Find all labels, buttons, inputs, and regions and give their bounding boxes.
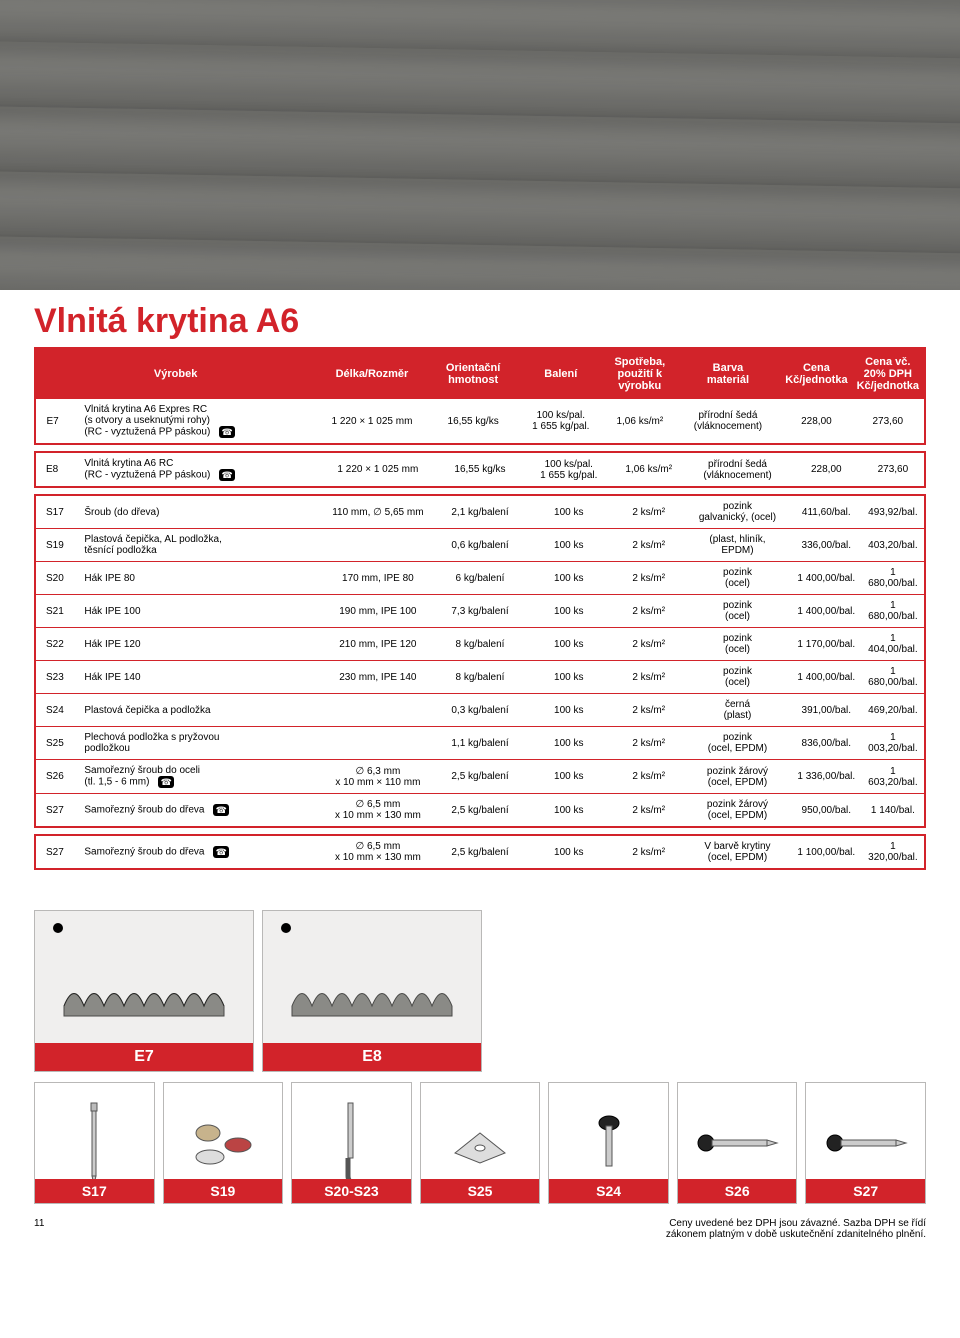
phone-icon: ☎ bbox=[213, 846, 229, 858]
table-section-3: S17Šroub (do dřeva)110 mm, ∅ 5,65 mm2,1 … bbox=[34, 494, 926, 828]
tile-label: E7 bbox=[35, 1043, 253, 1071]
table-row: S22Hák IPE 120210 mm, IPE 1208 kg/balení… bbox=[36, 628, 924, 661]
metal-washer-icon bbox=[445, 1118, 515, 1168]
phone-icon: ☎ bbox=[158, 776, 174, 788]
table-row: S26Samořezný šroub do oceli (tl. 1,5 - 6… bbox=[36, 760, 924, 794]
bit-label: S19 bbox=[164, 1179, 283, 1203]
table-row: S24Plastová čepička a podložka0,3 kg/bal… bbox=[36, 694, 924, 727]
bit-s20-23: S20-S23 bbox=[291, 1082, 412, 1204]
dot-icon bbox=[281, 923, 291, 933]
page-footer: 11 Ceny uvedené bez DPH jsou závazné. Sa… bbox=[34, 1218, 926, 1240]
self-drill-screw-icon bbox=[692, 1123, 782, 1163]
phone-icon: ☎ bbox=[213, 804, 229, 816]
cap-washer-icon bbox=[188, 1113, 258, 1173]
product-tiles-row: E7 E8 bbox=[34, 910, 926, 1072]
phone-icon: ☎ bbox=[219, 469, 235, 481]
phone-icon: ☎ bbox=[219, 426, 235, 438]
corrugated-sheet-icon bbox=[287, 961, 457, 1021]
bit-label: S17 bbox=[35, 1179, 154, 1203]
table-row: S17Šroub (do dřeva)110 mm, ∅ 5,65 mm2,1 … bbox=[36, 496, 924, 529]
corrugated-sheet-icon bbox=[59, 961, 229, 1021]
tile-label: E8 bbox=[263, 1043, 481, 1071]
table-row: S21Hák IPE 100190 mm, IPE 1007,3 kg/bale… bbox=[36, 595, 924, 628]
bit-s26: S26 bbox=[677, 1082, 798, 1204]
table-row: S19Plastová čepička, AL podložka, těsníc… bbox=[36, 529, 924, 562]
footer-note: Ceny uvedené bez DPH jsou závazné. Sazba… bbox=[666, 1218, 926, 1240]
bit-s17: S17 bbox=[34, 1082, 155, 1204]
tile-e8: E8 bbox=[262, 910, 482, 1072]
page-title: Vlnitá krytina A6 bbox=[34, 302, 960, 341]
accessory-tiles-row: S17 S19 S20-S23 S25 S24 S26 bbox=[34, 1082, 926, 1204]
hero-photo bbox=[0, 0, 960, 290]
table-header: Výrobek Délka/Rozměr Orientační hmotnost… bbox=[37, 350, 924, 399]
tile-e7: E7 bbox=[34, 910, 254, 1072]
table-row: S20Hák IPE 80170 mm, IPE 806 kg/balení10… bbox=[36, 562, 924, 595]
table-row: S27Samořezný šroub do dřeva ☎∅ 6,5 mm x … bbox=[36, 794, 924, 827]
hook-icon bbox=[326, 1098, 376, 1188]
bit-s25: S25 bbox=[420, 1082, 541, 1204]
table-section-1: Výrobek Délka/Rozměr Orientační hmotnost… bbox=[34, 347, 926, 445]
table-row: S23Hák IPE 140230 mm, IPE 1408 kg/balení… bbox=[36, 661, 924, 694]
bit-label: S20-S23 bbox=[292, 1179, 411, 1203]
bit-label: S26 bbox=[678, 1179, 797, 1203]
table-row: S27Samořezný šroub do dřeva ☎∅ 6,5 mm x … bbox=[36, 836, 924, 868]
screw-icon bbox=[79, 1098, 109, 1188]
bit-s19: S19 bbox=[163, 1082, 284, 1204]
table-section-2: E8Vlnitá krytina A6 RC (RC - vyztužená P… bbox=[34, 451, 926, 488]
table-row: S25Plechová podložka s pryžovou podložko… bbox=[36, 727, 924, 760]
bit-label: S25 bbox=[421, 1179, 540, 1203]
table-row: E8Vlnitá krytina A6 RC (RC - vyztužená P… bbox=[36, 453, 924, 486]
table-row: E7Vlnitá krytina A6 Expres RC (s otvory … bbox=[37, 399, 924, 444]
bit-s27: S27 bbox=[805, 1082, 926, 1204]
table-section-4: S27Samořezný šroub do dřeva ☎∅ 6,5 mm x … bbox=[34, 834, 926, 870]
self-drill-screw-wood-icon bbox=[821, 1123, 911, 1163]
bit-label: S24 bbox=[549, 1179, 668, 1203]
plastic-cap-icon bbox=[589, 1108, 629, 1178]
bit-s24: S24 bbox=[548, 1082, 669, 1204]
dot-icon bbox=[53, 923, 63, 933]
bit-label: S27 bbox=[806, 1179, 925, 1203]
page-number: 11 bbox=[34, 1218, 44, 1240]
